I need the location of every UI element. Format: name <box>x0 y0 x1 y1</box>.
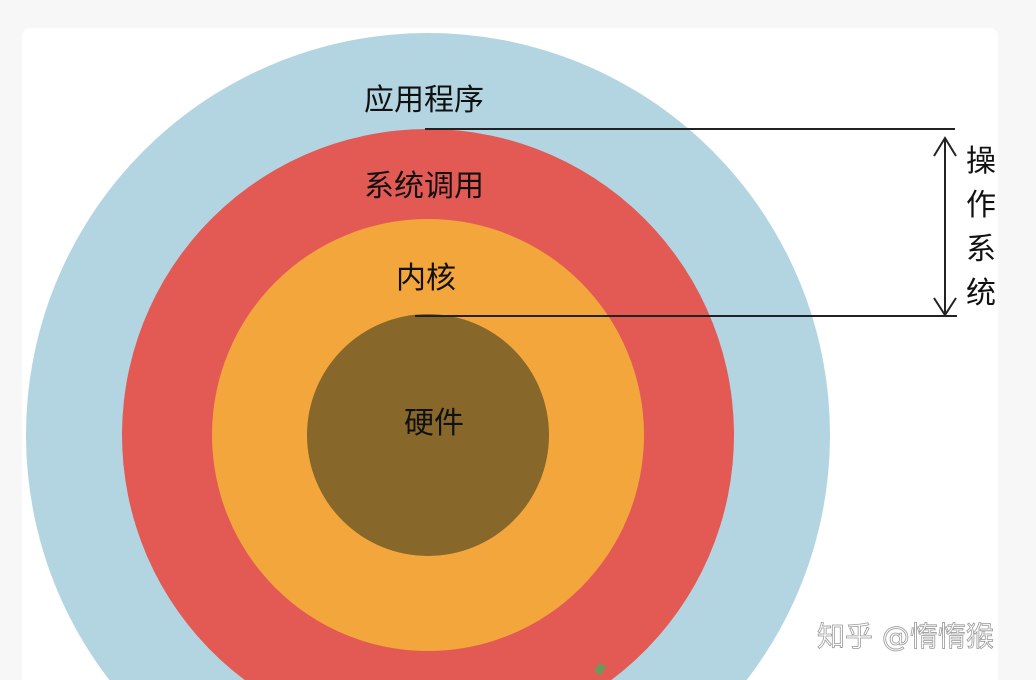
label-syscall: 系统调用 <box>364 169 484 204</box>
bracket-label-char: 系 <box>966 232 996 267</box>
layer-hardware-core <box>307 314 549 556</box>
watermark: 知乎 @惰惰猴 <box>817 620 994 653</box>
label-hardware: 硬件 <box>404 406 464 441</box>
os-layers-diagram: 应用程序 系统调用 内核 硬件 操 作 系 统 知乎 @惰惰猴 <box>26 32 996 680</box>
label-application: 应用程序 <box>364 83 484 118</box>
diagram-card: 应用程序 系统调用 内核 硬件 操 作 系 统 知乎 @惰惰猴 <box>22 28 998 680</box>
arrow-down-icon <box>933 297 957 317</box>
label-kernel: 内核 <box>396 261 456 296</box>
bracket-label-char: 统 <box>966 276 996 311</box>
green-mark <box>594 662 606 676</box>
bracket-label-char: 作 <box>966 188 996 223</box>
bracket-label-char: 操 <box>966 144 996 179</box>
arrow-up-icon <box>933 136 957 157</box>
